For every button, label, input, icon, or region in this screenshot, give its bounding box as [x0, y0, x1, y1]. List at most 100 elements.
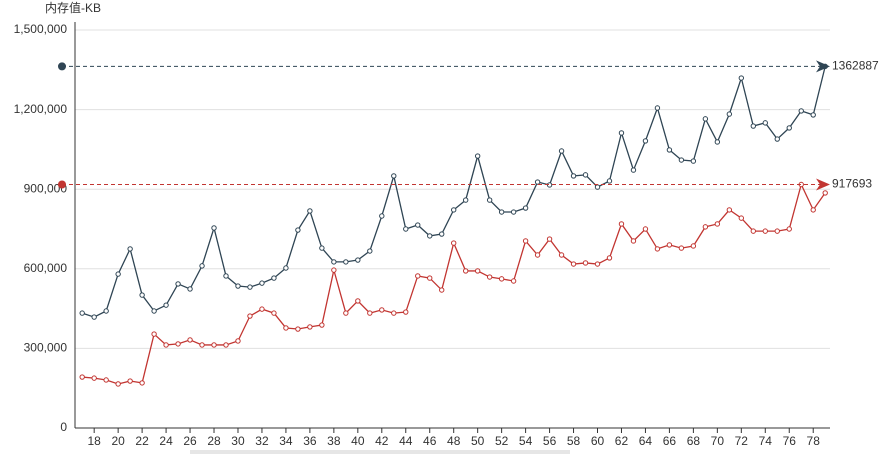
point: [79, 310, 85, 316]
point: [678, 245, 685, 251]
y-tick-label: 900,000: [24, 181, 68, 195]
point: [295, 326, 301, 332]
point: [103, 377, 109, 383]
x-tick-label: 26: [183, 434, 197, 448]
point: [558, 252, 565, 258]
point: [367, 310, 373, 316]
point: [235, 338, 241, 344]
point: [331, 267, 337, 273]
point: [175, 281, 181, 287]
point: [271, 275, 277, 281]
point: [271, 310, 277, 316]
point: [103, 308, 109, 314]
x-tick-label: 68: [687, 434, 701, 448]
point: [510, 209, 517, 215]
point: [462, 197, 469, 203]
y-tick-label: 1,500,000: [14, 22, 68, 36]
point: [319, 322, 325, 328]
x-tick-label: 40: [351, 434, 365, 448]
x-tick-label: 70: [711, 434, 725, 448]
point: [259, 280, 265, 286]
point: [462, 268, 469, 274]
x-tick-label: 32: [255, 434, 269, 448]
point: [91, 314, 97, 320]
point: [439, 287, 445, 293]
point: [391, 173, 397, 179]
point: [738, 75, 745, 81]
point: [630, 167, 637, 173]
point: [546, 236, 553, 242]
x-tick-label: 36: [303, 434, 317, 448]
point: [450, 240, 457, 246]
point: [510, 278, 517, 284]
zoom-slider: [190, 450, 570, 454]
point: [594, 261, 601, 267]
point: [367, 248, 373, 254]
x-tick-label: 52: [495, 434, 509, 448]
point: [654, 105, 661, 111]
x-tick-label: 30: [231, 434, 245, 448]
y-tick-label: 0: [60, 420, 67, 434]
point: [774, 228, 780, 234]
point: [582, 172, 589, 178]
point: [606, 178, 613, 184]
point: [319, 245, 325, 251]
point: [283, 265, 289, 271]
point: [798, 108, 804, 114]
x-tick-label: 22: [135, 434, 149, 448]
point: [355, 257, 361, 263]
x-tick-label: 28: [207, 434, 221, 448]
series-line: [81, 66, 826, 318]
x-tick-label: 62: [615, 434, 629, 448]
point: [630, 238, 637, 244]
point: [187, 286, 193, 292]
point: [618, 221, 625, 227]
x-tick-label: 56: [543, 434, 557, 448]
x-tick-label: 74: [759, 434, 773, 448]
point: [558, 148, 565, 154]
point: [187, 337, 193, 343]
point: [594, 184, 601, 190]
point: [666, 147, 673, 153]
point: [726, 207, 733, 213]
point: [786, 125, 792, 131]
point: [79, 374, 85, 380]
point: [702, 116, 709, 122]
point: [690, 243, 697, 249]
point: [115, 381, 121, 387]
x-tick-label: 72: [735, 434, 749, 448]
point: [738, 215, 745, 221]
x-tick-label: 48: [447, 434, 461, 448]
point: [127, 246, 133, 252]
point: [379, 213, 385, 219]
y-tick-label: 300,000: [24, 341, 68, 355]
point: [139, 380, 145, 386]
x-tick-label: 78: [807, 434, 821, 448]
point: [582, 260, 589, 266]
point: [199, 263, 205, 269]
point: [223, 273, 229, 279]
point: [786, 226, 792, 232]
point: [690, 158, 697, 164]
x-tick-label: 38: [327, 434, 341, 448]
x-tick-label: 44: [399, 434, 413, 448]
point: [534, 252, 541, 258]
point: [774, 136, 780, 142]
point: [379, 307, 385, 313]
x-tick-label: 64: [639, 434, 653, 448]
point: [570, 261, 577, 267]
point: [307, 208, 313, 214]
point: [223, 342, 229, 348]
point: [163, 302, 169, 308]
point: [283, 325, 289, 331]
point: [498, 209, 505, 215]
point: [522, 238, 529, 244]
point: [714, 221, 721, 227]
point: [474, 268, 481, 274]
point: [642, 226, 649, 232]
point: [522, 205, 529, 211]
point: [211, 342, 217, 348]
x-tick-label: 24: [159, 434, 173, 448]
point: [450, 207, 457, 213]
point: [139, 292, 145, 298]
